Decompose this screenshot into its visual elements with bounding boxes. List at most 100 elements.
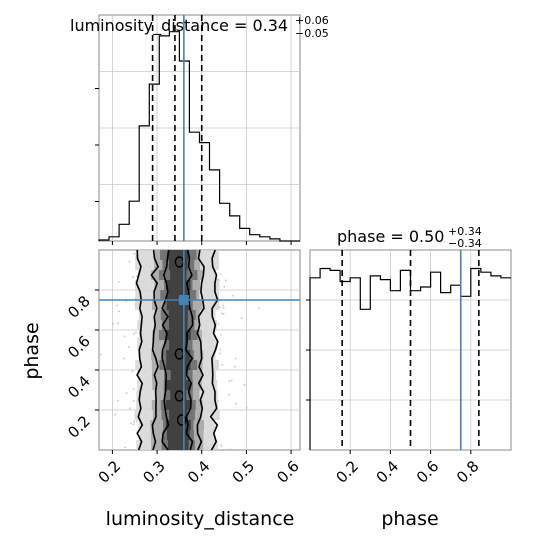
density-cell [168,250,189,260]
x-tick-label-luminosity-distance: 0.2 [95,457,125,487]
scatter-point [228,380,231,382]
density-contour [150,249,160,451]
density-cell [169,340,188,350]
title-phase-plus: +0.34 [448,225,482,238]
joint-density-layer [99,249,260,451]
scatter-point [118,310,120,313]
y-tick-label-phase: 0.2 [64,412,94,442]
scatter-point [99,353,102,356]
density-cell [170,390,187,400]
density-cell [165,420,191,430]
density-cell [166,300,190,310]
scatter-point [229,448,232,451]
density-cell [166,350,191,360]
y-tick-label-phase: 0.6 [64,332,94,362]
density-cell [167,430,190,440]
scatter-point [127,346,130,348]
scatter-point [223,285,226,288]
scatter-point [112,322,114,325]
scatter-point [125,392,128,394]
scatter-point [219,352,221,355]
scatter-point [231,294,234,297]
scatter-point [219,348,222,351]
title-ld-text: luminosity_distance = 0.34 [70,16,288,36]
title-ld-plus: +0.06 [295,14,329,27]
scatter-point [222,306,225,309]
y-tick-label-phase: 0.4 [64,372,94,402]
title-ld-minus: −0.05 [295,27,329,40]
scatter-point [240,317,243,319]
scatter-point [132,388,135,390]
density-contour [196,249,205,451]
density-cell [170,270,187,280]
scatter-point [114,413,117,416]
scatter-point [133,253,135,255]
scatter-point [132,333,135,335]
scatter-point [117,400,119,402]
density-cell [169,320,188,330]
x-tick-label-phase: 0.4 [373,457,403,487]
scatter-point [243,384,246,386]
scatter-point [234,365,236,368]
scatter-point [222,304,224,307]
x-tick-label-phase: 0.6 [413,457,443,487]
scatter-point [216,278,219,281]
x-tick-label-luminosity-distance: 0.4 [184,457,214,487]
density-cell [166,360,191,370]
scatter-point [116,304,118,307]
density-contour [176,414,187,426]
density-cell [165,400,191,410]
x-tick-label-phase: 0.2 [332,457,362,487]
title-luminosity-distance: luminosity_distance = 0.34 [70,16,288,36]
scatter-point [220,444,223,447]
x-axis-label-phase: phase [381,508,438,530]
y-axis-label-phase: phase [21,322,43,379]
scatter-point [136,420,138,423]
scatter-point [258,307,260,310]
x-tick-label-luminosity-distance: 0.6 [273,457,303,487]
scatter-point [117,322,120,324]
scatter-point [135,331,137,334]
truth-and-quantile-layer [99,15,480,450]
x-tick-label-phase: 0.8 [453,457,483,487]
density-contour [184,249,194,451]
truth-marker [178,295,189,305]
x-tick-label-luminosity-distance: 0.3 [139,457,169,487]
scatter-point [234,357,237,360]
scatter-point [222,313,225,315]
scatter-point [130,422,132,425]
scatter-point [128,260,131,263]
density-cell [168,440,189,450]
scatter-point [118,281,120,283]
y-tick-label-phase: 0.8 [64,292,94,322]
scatter-point [129,407,131,410]
density-cell [165,330,191,340]
density-contour [209,249,219,451]
density-cell [166,380,190,390]
x-tick-label-luminosity-distance: 0.5 [229,457,259,487]
scatter-point [124,446,127,449]
density-cell [167,290,190,300]
scatter-point [122,357,125,360]
x-axis-label-luminosity-distance: luminosity_distance [106,508,295,530]
density-contour [135,249,144,451]
scatter-point [131,370,134,373]
density-cell [170,370,186,380]
scatter-point [219,273,222,275]
scatter-point [220,312,223,315]
scatter-point [217,323,220,325]
scatter-point [235,402,237,405]
scatter-point [132,400,135,402]
scatter-point [245,407,248,409]
scatter-point [123,335,126,338]
scatter-point [224,279,227,282]
density-cell [169,260,188,270]
density-cell [166,280,191,290]
title-phase-minus: −0.34 [448,237,482,250]
title-phase: phase = 0.50 [337,227,444,246]
density-cell [169,410,188,420]
scatter-point [220,333,222,336]
scatter-point [133,420,136,423]
scatter-point [228,393,230,396]
